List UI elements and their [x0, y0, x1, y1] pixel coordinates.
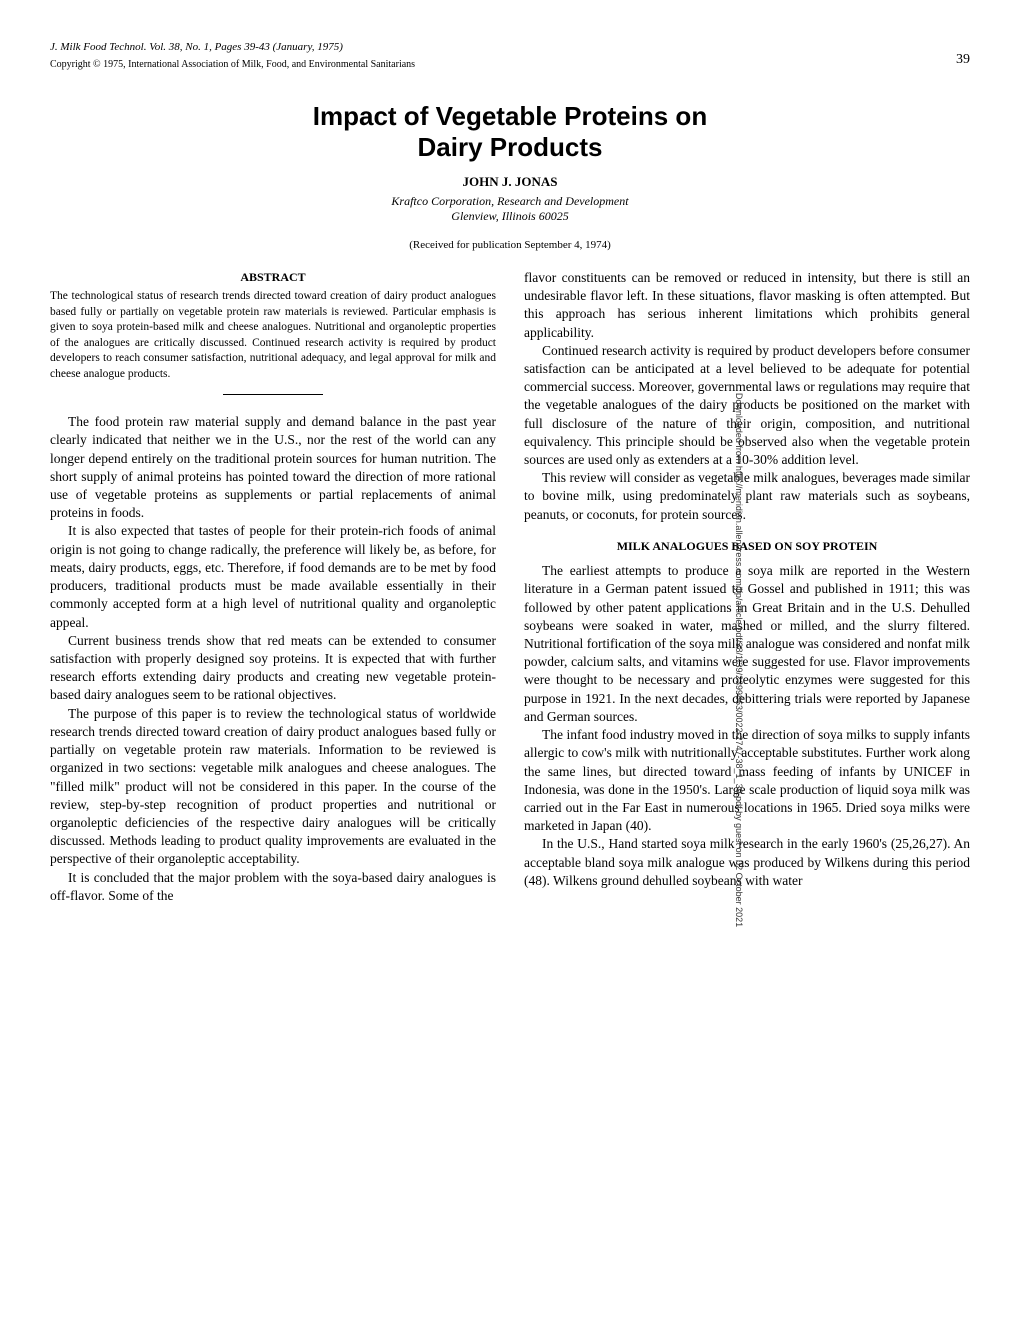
- two-column-layout: ABSTRACT The technological status of res…: [50, 269, 970, 905]
- affiliation: Kraftco Corporation, Research and Develo…: [50, 194, 970, 225]
- copyright-line: Copyright © 1975, International Associat…: [50, 58, 970, 71]
- abstract-heading: ABSTRACT: [50, 269, 496, 285]
- body-paragraph: The infant food industry moved in the di…: [524, 726, 970, 835]
- body-paragraph: The purpose of this paper is to review t…: [50, 705, 496, 869]
- section-heading: MILK ANALOGUES BASED ON SOY PROTEIN: [524, 538, 970, 554]
- body-paragraph: It is concluded that the major problem w…: [50, 869, 496, 905]
- body-paragraph: The food protein raw material supply and…: [50, 413, 496, 522]
- body-paragraph: The earliest attempts to produce a soya …: [524, 562, 970, 726]
- journal-citation: J. Milk Food Technol. Vol. 38, No. 1, Pa…: [50, 40, 970, 54]
- abstract-text: The technological status of research tre…: [50, 289, 496, 382]
- body-paragraph: This review will consider as vegetable m…: [524, 469, 970, 524]
- affiliation-line-2: Glenview, Illinois 60025: [451, 209, 568, 223]
- abstract-separator: [223, 394, 323, 395]
- affiliation-line-1: Kraftco Corporation, Research and Develo…: [391, 194, 628, 208]
- right-column: flavor constituents can be removed or re…: [524, 269, 970, 905]
- download-watermark: Downloaded from http://meridian.allenpre…: [734, 393, 744, 927]
- received-date: (Received for publication September 4, 1…: [50, 239, 970, 251]
- left-column: ABSTRACT The technological status of res…: [50, 269, 496, 905]
- article-title: Impact of Vegetable Proteins on Dairy Pr…: [50, 101, 970, 163]
- body-paragraph: Continued research activity is required …: [524, 342, 970, 470]
- title-line-2: Dairy Products: [418, 132, 603, 162]
- author-name: JOHN J. JONAS: [50, 174, 970, 190]
- page-number: 39: [956, 52, 970, 68]
- body-paragraph: flavor constituents can be removed or re…: [524, 269, 970, 342]
- body-paragraph: Current business trends show that red me…: [50, 632, 496, 705]
- body-paragraph: In the U.S., Hand started soya milk rese…: [524, 835, 970, 890]
- title-line-1: Impact of Vegetable Proteins on: [313, 101, 707, 131]
- body-paragraph: It is also expected that tastes of peopl…: [50, 522, 496, 631]
